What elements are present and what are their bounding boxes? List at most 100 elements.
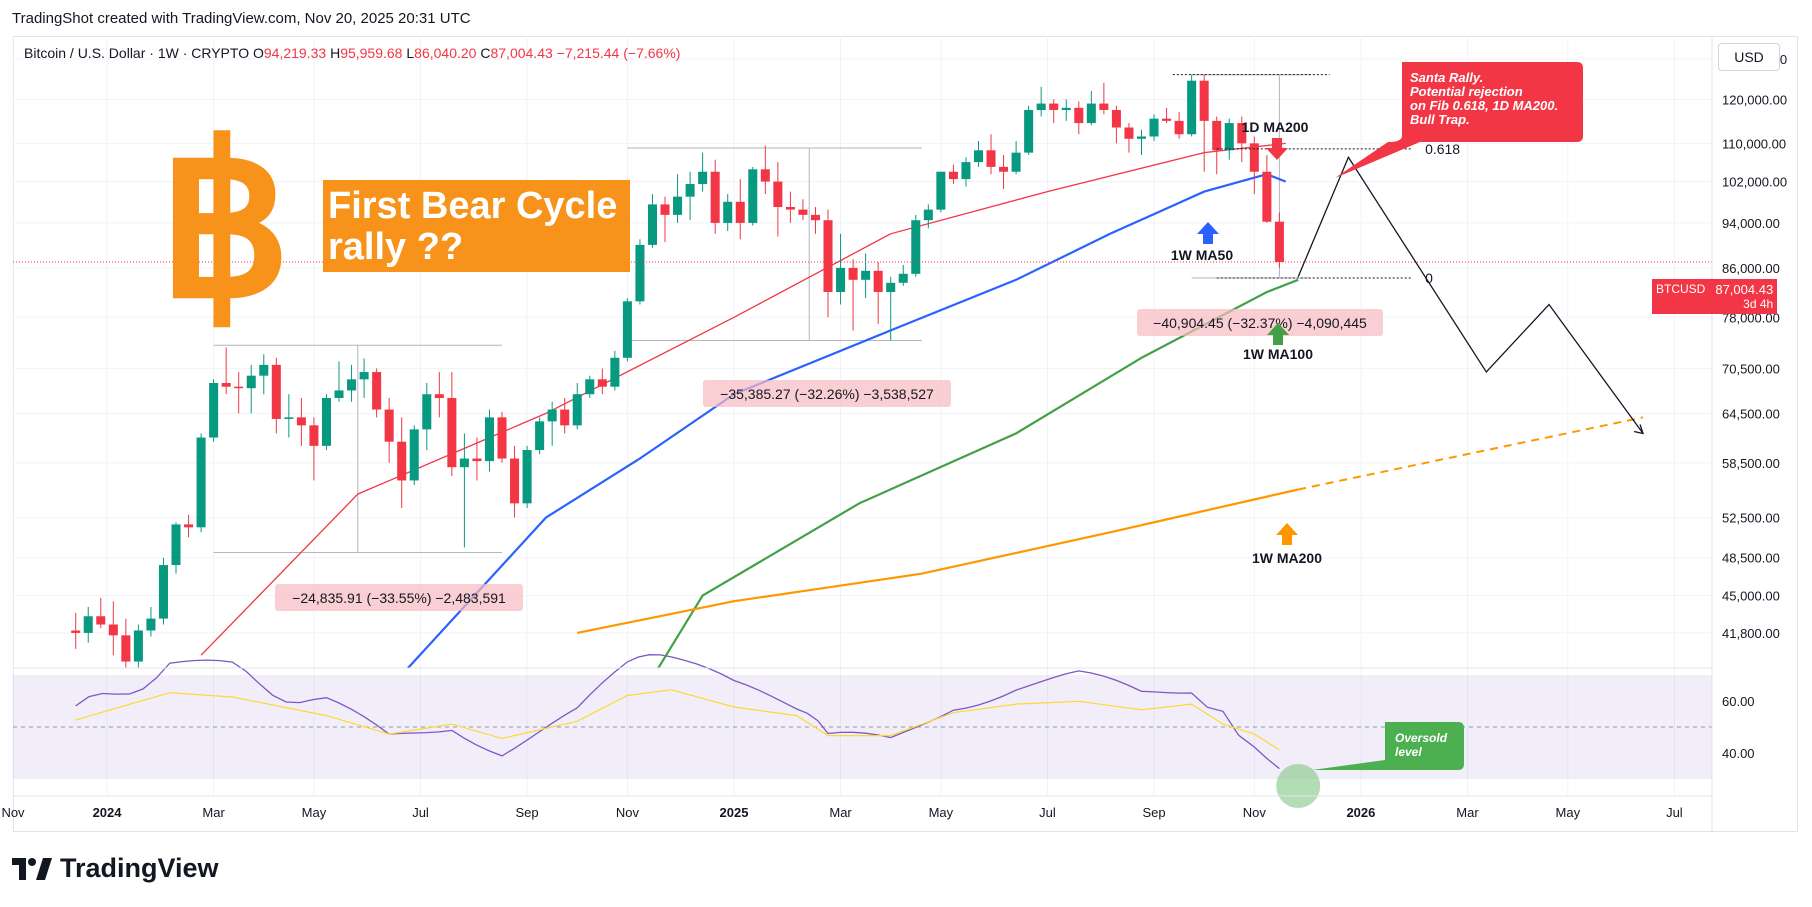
- candle-body: [936, 171, 946, 210]
- candle-body: [472, 458, 482, 462]
- candle-body: [146, 618, 156, 631]
- x-tick-label: Sep: [516, 805, 539, 820]
- gridlines: [12, 36, 1712, 796]
- x-tick-label: Sep: [1142, 805, 1165, 820]
- y-tick-label: 64,500.00: [1722, 406, 1780, 421]
- candle-body: [1061, 107, 1071, 110]
- candle-body: [459, 458, 469, 468]
- candle-body: [673, 196, 683, 215]
- candle-body: [1074, 107, 1084, 124]
- last-price: 87,004.43: [1715, 282, 1774, 297]
- candle-body: [999, 166, 1009, 172]
- candle-body: [572, 394, 582, 426]
- change-value: −7,215.44 (−7.66%): [556, 45, 681, 61]
- fib-618-label: 0.618: [1425, 141, 1460, 157]
- measure-label-bg: [703, 380, 951, 407]
- low-label: L: [406, 45, 415, 61]
- candle-body: [397, 441, 407, 481]
- y-tick-label: 58,500.00: [1722, 456, 1780, 471]
- candle-body: [271, 364, 281, 419]
- candle-body: [597, 379, 607, 387]
- arrow-ma200-icon: [1276, 523, 1298, 545]
- candle-body: [836, 267, 846, 292]
- candle-body: [359, 372, 369, 380]
- x-tick-label: Nov: [1, 805, 25, 820]
- candle-body: [372, 372, 382, 410]
- candle-body: [184, 524, 194, 528]
- y-tick-label: 78,000.00: [1722, 310, 1780, 325]
- candle-body: [296, 417, 306, 426]
- candle-body: [71, 630, 81, 633]
- candle-body: [585, 379, 595, 395]
- rsi-ma-line: [75, 689, 1280, 751]
- candle-body: [484, 417, 494, 462]
- candle-body: [1224, 123, 1234, 151]
- callout-text: Santa Rally.: [1410, 70, 1483, 85]
- candle-body: [622, 301, 632, 358]
- candle-body: [698, 171, 708, 185]
- candle-body: [1262, 171, 1272, 222]
- high-label: H: [330, 45, 341, 61]
- y-tick-label: 102,000.00: [1722, 175, 1787, 190]
- candle-body: [1049, 103, 1059, 110]
- x-tick-label: Mar: [829, 805, 852, 820]
- candle-body: [246, 375, 256, 389]
- candle-body: [560, 409, 570, 426]
- candle-body: [96, 616, 106, 625]
- candle-body: [660, 204, 670, 215]
- oversold-circle: [1276, 764, 1321, 808]
- candle-body: [447, 397, 457, 468]
- candle-body: [1036, 103, 1046, 110]
- created-line: TradingShot created with TradingView.com…: [12, 10, 471, 27]
- projection-arrowhead: [1633, 424, 1645, 435]
- label-1w-ma50: 1W MA50: [1171, 247, 1233, 263]
- title-box: [323, 180, 630, 272]
- candle-body: [1024, 109, 1034, 153]
- candle-body: [610, 357, 620, 387]
- candle-body: [748, 169, 758, 223]
- candle-body: [1274, 221, 1284, 263]
- high-value: 95,959.68: [340, 45, 403, 61]
- tradingview-logo[interactable]: TradingView: [12, 853, 219, 884]
- candle-body: [221, 383, 231, 387]
- callout-bubble: [1335, 62, 1583, 178]
- candle-body: [810, 214, 820, 221]
- close-value: 87,004.43: [490, 45, 553, 61]
- callout-text: on Fib 0.618, 1D MA200.: [1410, 98, 1558, 113]
- candle-body: [321, 397, 331, 446]
- tradingview-logo-icon: [12, 857, 52, 880]
- candle-body: [798, 209, 808, 215]
- candle-body: [848, 267, 858, 280]
- x-tick-label: Jul: [1666, 805, 1683, 820]
- candle-body: [422, 394, 432, 430]
- fib-0-label: 0: [1425, 270, 1433, 286]
- candle-body: [1011, 152, 1021, 172]
- candle-body: [234, 386, 244, 389]
- measure-label: −24,835.91 (−33.55%) −2,483,591: [292, 590, 506, 606]
- candle-body: [334, 390, 344, 398]
- label-1w-ma100: 1W MA100: [1243, 346, 1313, 362]
- x-tick-label: 2024: [93, 805, 123, 820]
- x-tick-label: Mar: [202, 805, 225, 820]
- candle-body: [284, 417, 294, 419]
- measure-label: −35,385.27 (−32.26%) −3,538,527: [720, 386, 934, 402]
- y-tick-label: 52,500.00: [1722, 511, 1780, 526]
- x-tick-label: May: [1556, 805, 1581, 820]
- currency-button[interactable]: USD: [1718, 43, 1780, 71]
- x-tick-label: 2026: [1346, 805, 1375, 820]
- candle-body: [1136, 136, 1147, 139]
- candle-body: [171, 524, 181, 566]
- candle-body: [384, 409, 394, 442]
- candle-body: [1212, 120, 1222, 151]
- candle-body: [1149, 118, 1159, 137]
- candle-body: [635, 244, 645, 302]
- y-tick-label: 45,000.00: [1722, 589, 1780, 604]
- candle-body: [685, 184, 695, 197]
- candle-body: [1162, 118, 1172, 121]
- candle-body: [309, 425, 319, 446]
- symbol-ohlc-legend[interactable]: Bitcoin / U.S. Dollar · 1W · CRYPTO O94,…: [24, 45, 680, 61]
- candle-body: [347, 379, 357, 391]
- oversold-text: Oversold: [1395, 731, 1448, 745]
- range-boxes: [213, 74, 1311, 554]
